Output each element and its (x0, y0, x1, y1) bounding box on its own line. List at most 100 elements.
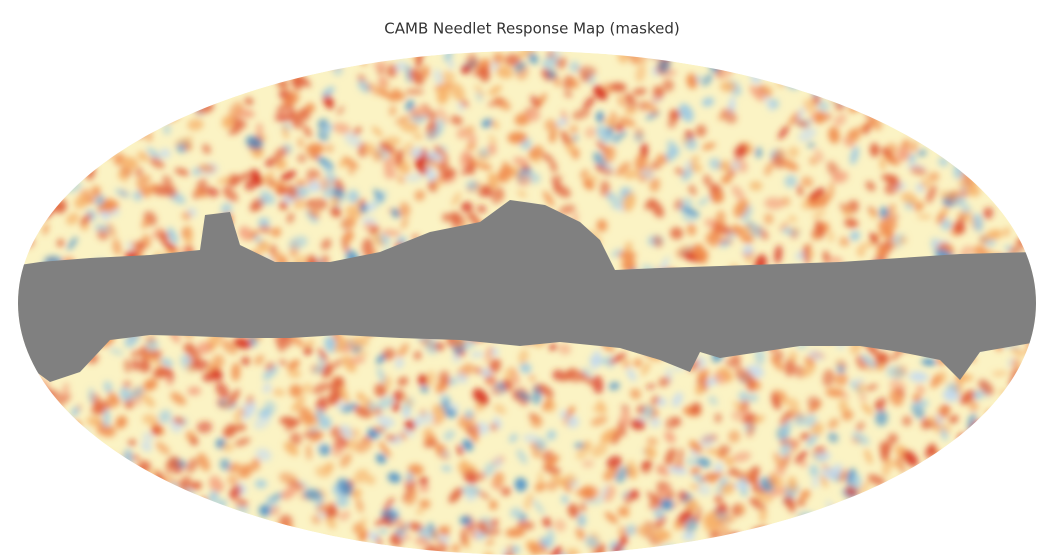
field-blob (179, 492, 191, 503)
field-blob (202, 77, 217, 88)
field-blob (1017, 42, 1030, 61)
field-blob (192, 88, 206, 99)
field-blob (74, 112, 90, 122)
field-blob (960, 503, 975, 513)
field-blob (1026, 388, 1035, 403)
field-blob (1007, 128, 1023, 143)
field-blob (899, 103, 913, 116)
field-blob (710, 51, 725, 69)
field-blob (243, 533, 256, 551)
field-blob (844, 48, 860, 60)
field-blob (962, 473, 977, 487)
field-blob (742, 543, 756, 557)
field-blob (45, 459, 51, 472)
field-blob (688, 45, 703, 57)
field-blob (275, 115, 293, 122)
field-blob (988, 116, 1009, 128)
field-blob (912, 80, 925, 91)
field-blob (51, 406, 63, 419)
field-blob (999, 48, 1013, 67)
field-blob (932, 522, 943, 533)
field-blob (957, 473, 977, 483)
field-blob (91, 100, 104, 114)
field-blob (17, 432, 31, 445)
field-blob (15, 374, 27, 387)
field-blob (350, 546, 364, 560)
field-blob (202, 85, 215, 101)
field-blob (947, 53, 961, 71)
field-blob (43, 193, 55, 201)
field-blob (42, 119, 55, 128)
field-blob (8, 78, 29, 97)
field-blob (25, 78, 36, 89)
field-blob (27, 410, 45, 431)
field-blob (31, 193, 36, 205)
field-blob (866, 57, 875, 72)
field-blob (1020, 198, 1032, 207)
field-blob (896, 491, 904, 504)
field-blob (805, 68, 821, 76)
field-blob (16, 228, 29, 239)
field-blob (935, 55, 948, 68)
field-blob (829, 514, 845, 530)
field-blob (176, 69, 191, 85)
field-blob (19, 473, 28, 483)
field-blob (806, 61, 825, 77)
field-blob (955, 52, 972, 68)
field-blob (631, 44, 652, 56)
field-blob (34, 54, 53, 71)
field-blob (41, 111, 61, 123)
field-blob (920, 538, 942, 559)
field-blob (15, 410, 33, 430)
field-blob (899, 509, 907, 521)
field-blob (1005, 412, 1019, 425)
field-blob (773, 527, 790, 549)
field-blob (931, 474, 950, 492)
field-blob (966, 474, 985, 491)
field-blob (1017, 474, 1037, 492)
field-blob (1006, 488, 1017, 499)
field-blob (62, 484, 81, 496)
field-blob (229, 71, 241, 82)
field-blob (157, 73, 166, 89)
field-blob (963, 505, 973, 514)
field-blob (618, 251, 636, 259)
field-blob (777, 531, 791, 545)
chart-title: CAMB Needlet Response Map (masked) (384, 20, 679, 38)
field-blob (84, 454, 92, 474)
field-blob (1002, 45, 1015, 58)
field-blob (982, 160, 988, 177)
field-blob (1020, 492, 1036, 511)
field-blob (869, 521, 885, 533)
field-blob (31, 500, 44, 521)
field-blob (58, 494, 71, 508)
field-blob (53, 169, 69, 189)
field-blob (880, 68, 892, 80)
field-blob (133, 80, 141, 91)
field-blob (952, 444, 965, 462)
field-blob (952, 87, 964, 98)
field-blob (888, 513, 901, 527)
field-blob (144, 105, 159, 119)
field-blob (859, 100, 873, 109)
field-blob (1007, 384, 1022, 404)
field-blob (1018, 485, 1037, 505)
field-blob (653, 46, 669, 58)
field-blob (176, 539, 187, 559)
field-blob (1017, 83, 1035, 100)
field-blob (999, 489, 1017, 501)
field-blob (961, 444, 981, 461)
field-blob (39, 102, 53, 120)
field-blob (25, 426, 45, 442)
field-blob (144, 113, 154, 131)
field-blob (28, 136, 40, 153)
field-blob (911, 494, 927, 512)
field-blob (1005, 124, 1018, 142)
field-blob (741, 546, 757, 560)
field-blob (758, 537, 776, 557)
field-blob (838, 76, 854, 89)
field-blob (740, 50, 752, 59)
field-blob (958, 539, 970, 550)
field-blob (238, 531, 254, 545)
field-blob (39, 453, 58, 468)
